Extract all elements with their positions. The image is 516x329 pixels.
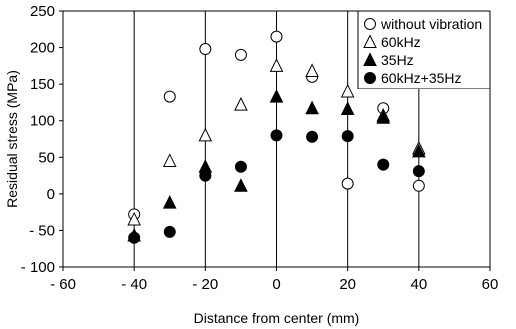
data-point: [199, 169, 212, 182]
data-point: [127, 211, 141, 226]
data-point: [412, 165, 425, 178]
y-axis-title: Residual stress (MPa): [4, 70, 20, 208]
legend-item: without vibration: [364, 16, 482, 32]
axis-ticks: - 100 - 50 0 50 100 150 200 250 - 60 - 40 - 20 0 20 4…: [21, 3, 499, 293]
data-point: [340, 83, 355, 98]
data-point: [269, 58, 284, 72]
data-point: [270, 129, 283, 142]
y-tick-label: - 50: [29, 222, 55, 239]
data-point: [163, 90, 176, 103]
legend-item: 60kHz: [363, 34, 421, 50]
y-tick-label: 250: [30, 3, 55, 20]
legend-label: without vibration: [380, 16, 482, 32]
y-tick-label: 200: [30, 40, 55, 57]
data-point: [162, 195, 177, 209]
legend: without vibration 60kHz 35Hz 60kHz+35Hz: [357, 10, 491, 89]
x-tick-label: 60: [482, 276, 499, 293]
legend-box: [357, 10, 491, 89]
data-point: [376, 110, 391, 124]
data-point: [341, 130, 354, 143]
data-point: [234, 97, 248, 111]
series-3: [128, 129, 425, 244]
legend-label: 60kHz+35Hz: [381, 70, 462, 86]
y-tick-label: 150: [30, 76, 55, 93]
legend-marker: [364, 18, 376, 30]
legend-marker: [363, 52, 377, 66]
data-point: [163, 225, 176, 238]
data-point: [341, 177, 354, 190]
legend-marker: [364, 72, 376, 84]
data-point: [412, 179, 425, 192]
data-point: [199, 43, 212, 56]
legend-label: 35Hz: [381, 52, 414, 68]
y-tick-label: 100: [30, 113, 55, 130]
data-point: [412, 143, 426, 158]
y-tick-label: - 100: [21, 259, 55, 276]
data-point: [128, 231, 141, 244]
x-tick-label: 40: [410, 276, 427, 293]
data-point: [162, 153, 177, 167]
data-point: [198, 127, 213, 142]
x-tick-label: 0: [272, 276, 280, 293]
legend-item: 35Hz: [363, 52, 414, 68]
legend-label: 60kHz: [381, 34, 421, 50]
legend-marker: [363, 34, 377, 48]
x-tick-label: - 60: [50, 276, 76, 293]
data-point: [305, 63, 319, 77]
legend-item: 60kHz+35Hz: [364, 70, 462, 86]
data-point: [306, 130, 319, 143]
data-markers: [127, 30, 426, 244]
data-point: [305, 100, 319, 115]
data-point: [234, 48, 247, 61]
x-axis-title: Distance from center (mm): [194, 310, 360, 326]
x-tick-label: - 20: [192, 276, 218, 293]
data-point: [234, 160, 247, 173]
data-point: [270, 30, 283, 43]
data-point: [269, 88, 284, 103]
data-point: [234, 178, 248, 192]
y-tick-label: 50: [38, 149, 55, 166]
data-point: [377, 158, 390, 171]
y-tick-label: 0: [47, 186, 55, 203]
x-tick-label: - 40: [121, 276, 147, 293]
x-tick-label: 20: [339, 276, 356, 293]
data-point: [340, 101, 355, 116]
